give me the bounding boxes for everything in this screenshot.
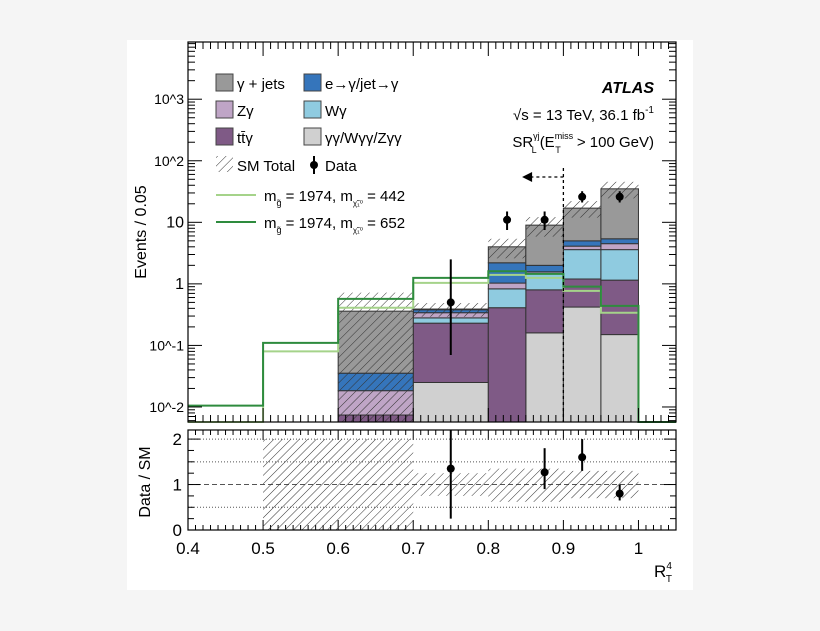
legend-label: tt̄γ	[237, 130, 253, 147]
stack-bar	[600, 334, 639, 423]
y-axis-label-upper: Events / 0.05	[133, 185, 150, 278]
stack-bar	[562, 249, 602, 280]
y-tick-label: 10^-2	[149, 399, 184, 415]
figure: 0 1 2 0.4 0.5 0.6 0.7 0.8 0.9 1 10^-2 10^-1 1 10 …	[127, 40, 693, 590]
chart-svg: 0 1 2 0.4 0.5 0.6 0.7 0.8 0.9 1 10^-2 10^-1 1 10 …	[133, 41, 677, 585]
ratio-point	[578, 453, 587, 462]
x-tick-label: 0.7	[401, 539, 425, 558]
stack-bar	[600, 279, 639, 336]
stack-bar	[600, 238, 639, 245]
legend-label: Zγ	[237, 103, 254, 120]
signal-line-442	[188, 273, 676, 423]
y-tick-label: 10^-1	[149, 337, 184, 353]
x-tick-label: 1	[634, 539, 643, 558]
legend: γ + jets e→γ/jet→γ Zγ Wγ tt̄γ γγ/Wγγ/Zγγ…	[215, 73, 405, 235]
x-tick-label: 0.5	[251, 539, 275, 558]
legend-label: γ + jets	[237, 76, 285, 93]
y-tick-label: 1	[175, 276, 184, 293]
signal-line-652	[188, 270, 676, 423]
legend-swatch-fake	[303, 73, 322, 92]
y-axis-label-ratio: Data / SM	[137, 446, 154, 517]
ratio-y-tick-label: 1	[173, 476, 182, 495]
stack-bar	[562, 245, 602, 251]
legend-label: Data	[325, 158, 357, 175]
data-point	[503, 215, 512, 224]
legend-swatch-zgamma	[215, 100, 234, 119]
stack-bar	[562, 306, 602, 423]
stack-bar	[525, 289, 564, 334]
stack-bar	[525, 264, 564, 273]
legend-swatch-ttgamma	[215, 127, 234, 146]
stack-bar	[487, 262, 527, 284]
ratio-uncertainty-hatch	[488, 468, 526, 502]
ratio-uncertainty-hatch	[263, 439, 339, 530]
legend-label: e→γ/jet→γ	[325, 76, 399, 93]
sm-uncertainty-hatch	[563, 201, 601, 218]
ratio-y-tick-label: 0	[173, 521, 182, 540]
data-point	[446, 298, 455, 307]
y-tick-label: 10^2	[154, 153, 184, 169]
legend-label: Wγ	[325, 103, 347, 120]
y-tick-label: 10^3	[154, 91, 184, 107]
x-tick-label: 0.4	[176, 539, 200, 558]
stack-bar	[600, 249, 639, 281]
legend-swatch-sm-total	[216, 156, 233, 172]
x-axis-label: R4 T	[654, 561, 672, 585]
legend-label: mg̃ = 1974, mχ̃₁⁰ = 442	[264, 188, 405, 208]
legend-label: γγ/Wγγ/Zγγ	[325, 130, 402, 147]
x-tick-label: 0.6	[326, 539, 350, 558]
data-point	[540, 215, 549, 224]
stack-bar	[487, 282, 527, 290]
legend-swatch-gamma-jets	[215, 73, 234, 92]
data-point	[578, 192, 587, 201]
stack-bar	[487, 288, 527, 309]
legend-data-marker	[310, 161, 318, 169]
ratio-point	[615, 489, 624, 498]
ratio-y-tick-label: 2	[173, 430, 182, 449]
stack-bar	[525, 332, 564, 423]
energy-lumi-label: √s = 13 TeV, 36.1 fb-1	[513, 105, 654, 124]
region-label: SRγj L (Emiss T > 100 GeV)	[512, 131, 654, 155]
legend-label: SM Total	[237, 158, 295, 175]
x-tick-label: 0.9	[552, 539, 576, 558]
stack-bar	[600, 243, 639, 251]
stack-bar	[525, 273, 564, 291]
ratio-point	[540, 468, 549, 477]
ratio-uncertainty-hatch	[338, 439, 414, 530]
sm-uncertainty-hatch	[338, 292, 414, 422]
sm-uncertainty-hatch	[600, 181, 639, 199]
stack-bar	[562, 240, 602, 247]
legend-swatch-diphoton	[303, 127, 322, 146]
legend-swatch-wgamma	[303, 100, 322, 119]
ratio-frame	[187, 429, 677, 531]
stack-bar	[487, 307, 527, 423]
cut-arrow-head	[522, 172, 533, 182]
legend-label: mg̃ = 1974, mχ̃₁⁰ = 652	[264, 215, 405, 235]
sm-uncertainty-hatch	[488, 238, 526, 259]
data-point	[615, 192, 624, 201]
y-tick-label: 10	[166, 214, 184, 231]
ratio-uncertainty-hatch	[563, 470, 601, 499]
atlas-label: ATLAS	[601, 80, 654, 97]
ratio-point	[446, 464, 455, 473]
upper-y-tick-labels: 10^-2 10^-1 1 10 10^2 10^3	[149, 91, 184, 415]
x-tick-label: 0.8	[476, 539, 500, 558]
stack-bar	[562, 278, 602, 308]
